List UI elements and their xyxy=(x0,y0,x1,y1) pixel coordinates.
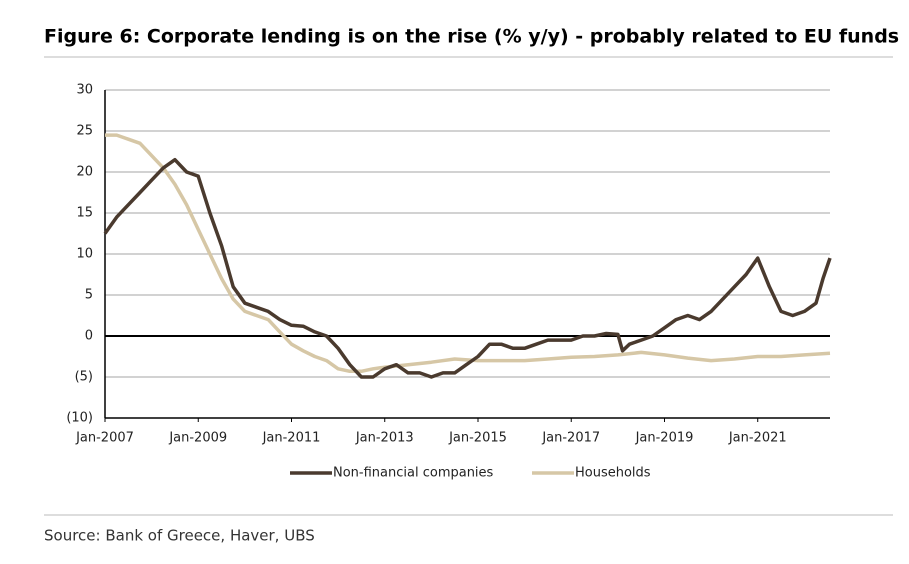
y-tick-label: (10) xyxy=(66,411,93,426)
x-tick-label: Jan-2015 xyxy=(448,431,507,446)
y-tick-label: 10 xyxy=(76,247,93,262)
x-tick-label: Jan-2007 xyxy=(75,431,134,446)
series-line xyxy=(103,157,832,379)
y-tick-label: 25 xyxy=(76,124,93,139)
x-tick-label: Jan-2009 xyxy=(168,431,227,446)
legend-label: Non-financial companies xyxy=(333,466,494,481)
source: Source: Bank of Greece, Haver, UBS xyxy=(44,527,315,545)
y-tick-label: 30 xyxy=(76,83,93,98)
y-tick-label: 5 xyxy=(85,288,93,303)
y-tick-label: 20 xyxy=(76,165,93,180)
x-tick-label: Jan-2017 xyxy=(541,431,600,446)
x-tick-label: Jan-2021 xyxy=(728,431,787,446)
y-tick-label: 15 xyxy=(76,206,93,221)
legend-label: Households xyxy=(575,466,651,481)
x-tick-label: Jan-2019 xyxy=(635,431,694,446)
y-tick-label: (5) xyxy=(75,370,93,385)
chart-title: Figure 6: Corporate lending is on the ri… xyxy=(44,26,899,48)
x-tick-label: Jan-2011 xyxy=(262,431,321,446)
y-tick-label: 0 xyxy=(85,329,93,344)
x-tick-label: Jan-2013 xyxy=(355,431,414,446)
